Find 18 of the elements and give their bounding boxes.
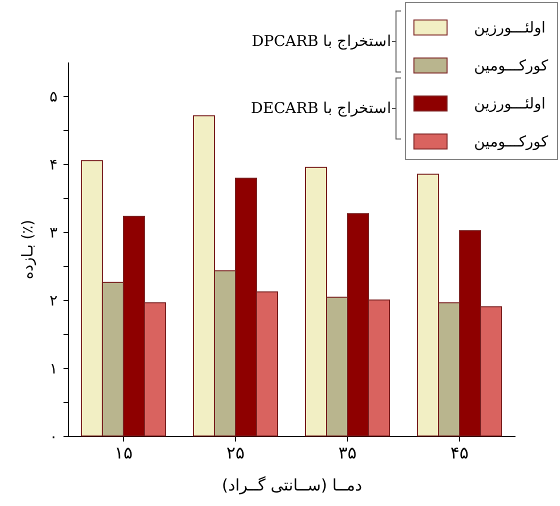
x-tick-label: ۱۵ [114, 444, 133, 464]
y-tick-label: ۰ [49, 428, 58, 446]
y-tick-label: ۱ [49, 360, 58, 378]
x-axis-title: دمــا (ســانتی گــراد) [222, 476, 362, 494]
legend-label: کورکـــومین [474, 132, 550, 150]
x-tick-label: ۲۵ [226, 444, 245, 464]
text: استخراج با DPCARB [252, 32, 391, 50]
y-tick-label: ۳ [49, 224, 58, 242]
y-tick-label: ۲ [49, 292, 58, 310]
legend-label: اولئـــورزین [474, 18, 546, 36]
legend-label: اولئـــورزین [474, 94, 546, 112]
legend-label: کورکـــومین [474, 56, 550, 74]
y-tick-label: ۵ [49, 88, 58, 106]
y-axis-title: بـازده (٪) [18, 220, 36, 280]
y-tick-label: ۴ [49, 156, 58, 174]
annotation: استخراج با DECARB [250, 98, 391, 116]
x-tick-label: ۴۵ [450, 444, 469, 464]
x-tick-label: ۳۵ [338, 444, 357, 464]
